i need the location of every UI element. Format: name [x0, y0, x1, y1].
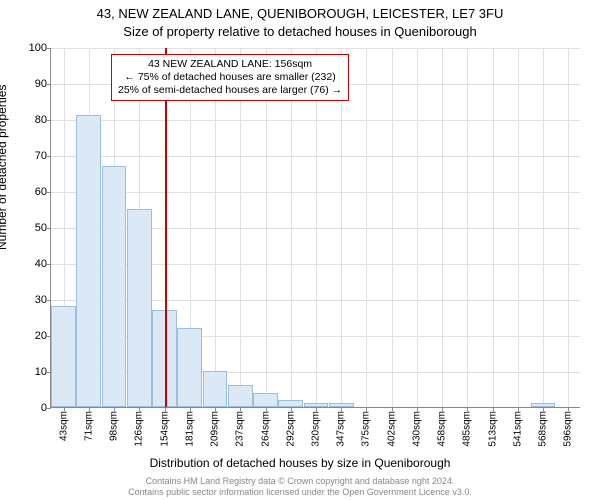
- gridline-v: [266, 48, 267, 407]
- annotation-box: 43 NEW ZEALAND LANE: 156sqm← 75% of deta…: [111, 54, 349, 101]
- xtick-label: 292sqm: [285, 411, 296, 447]
- xtick-label: 458sqm: [437, 411, 448, 447]
- ytick-label: 0: [41, 402, 47, 414]
- xtick-label: 154sqm: [159, 411, 170, 447]
- annotation-line: ← 75% of detached houses are smaller (23…: [118, 71, 342, 84]
- ytick-label: 20: [35, 330, 47, 342]
- histogram-plot: 010203040506070809010043sqm71sqm98sqm126…: [50, 48, 580, 408]
- ytick-mark: [47, 48, 51, 49]
- xtick-label: 568sqm: [538, 411, 549, 447]
- page-title-line1: 43, NEW ZEALAND LANE, QUENIBOROUGH, LEIC…: [0, 6, 600, 21]
- gridline-v: [215, 48, 216, 407]
- ytick-label: 60: [35, 186, 47, 198]
- ytick-label: 100: [29, 42, 47, 54]
- histogram-bar: [76, 115, 101, 407]
- y-axis-label: Number of detached properties: [0, 85, 9, 250]
- xtick-label: 209sqm: [210, 411, 221, 447]
- ytick-mark: [47, 120, 51, 121]
- xtick-label: 375sqm: [361, 411, 372, 447]
- gridline-v: [467, 48, 468, 407]
- ytick-label: 30: [35, 294, 47, 306]
- histogram-bar: [304, 403, 329, 407]
- xtick-label: 264sqm: [260, 411, 271, 447]
- ytick-mark: [47, 192, 51, 193]
- x-axis-label: Distribution of detached houses by size …: [0, 456, 600, 470]
- page-title-line2: Size of property relative to detached ho…: [0, 24, 600, 39]
- reference-line: [165, 48, 167, 407]
- histogram-bar: [51, 306, 76, 407]
- ytick-mark: [47, 408, 51, 409]
- xtick-label: 71sqm: [83, 411, 94, 441]
- xtick-label: 513sqm: [487, 411, 498, 447]
- xtick-label: 43sqm: [58, 411, 69, 441]
- ytick-label: 50: [35, 222, 47, 234]
- ytick-label: 40: [35, 258, 47, 270]
- histogram-bar: [177, 328, 202, 407]
- ytick-mark: [47, 228, 51, 229]
- xtick-label: 430sqm: [411, 411, 422, 447]
- histogram-bar: [228, 385, 253, 407]
- footer-line2: Contains public sector information licen…: [0, 487, 600, 498]
- ytick-label: 90: [35, 78, 47, 90]
- ytick-label: 70: [35, 150, 47, 162]
- gridline-v: [568, 48, 569, 407]
- gridline-v: [417, 48, 418, 407]
- ytick-label: 80: [35, 114, 47, 126]
- gridline-v: [316, 48, 317, 407]
- xtick-label: 347sqm: [336, 411, 347, 447]
- xtick-label: 126sqm: [134, 411, 145, 447]
- gridline-v: [341, 48, 342, 407]
- annotation-line: 43 NEW ZEALAND LANE: 156sqm: [118, 58, 342, 71]
- ytick-mark: [47, 84, 51, 85]
- gridline-v: [392, 48, 393, 407]
- footer-line1: Contains HM Land Registry data © Crown c…: [0, 476, 600, 487]
- histogram-bar: [127, 209, 152, 407]
- xtick-label: 402sqm: [386, 411, 397, 447]
- xtick-label: 98sqm: [109, 411, 120, 441]
- histogram-bar: [531, 403, 556, 407]
- histogram-bar: [203, 371, 228, 407]
- histogram-bar: [253, 393, 278, 407]
- histogram-bar: [278, 400, 303, 407]
- gridline-v: [366, 48, 367, 407]
- gridline-v: [442, 48, 443, 407]
- xtick-label: 541sqm: [512, 411, 523, 447]
- gridline-v: [543, 48, 544, 407]
- histogram-bar: [329, 403, 354, 407]
- attribution-footer: Contains HM Land Registry data © Crown c…: [0, 476, 600, 498]
- gridline-v: [240, 48, 241, 407]
- histogram-bar: [102, 166, 127, 407]
- gridline-v: [291, 48, 292, 407]
- xtick-label: 596sqm: [563, 411, 574, 447]
- xtick-label: 485sqm: [462, 411, 473, 447]
- xtick-label: 320sqm: [311, 411, 322, 447]
- annotation-line: 25% of semi-detached houses are larger (…: [118, 84, 342, 97]
- xtick-label: 181sqm: [184, 411, 195, 447]
- gridline-v: [518, 48, 519, 407]
- xtick-label: 237sqm: [235, 411, 246, 447]
- ytick-mark: [47, 156, 51, 157]
- gridline-v: [493, 48, 494, 407]
- ytick-mark: [47, 300, 51, 301]
- ytick-label: 10: [35, 366, 47, 378]
- ytick-mark: [47, 264, 51, 265]
